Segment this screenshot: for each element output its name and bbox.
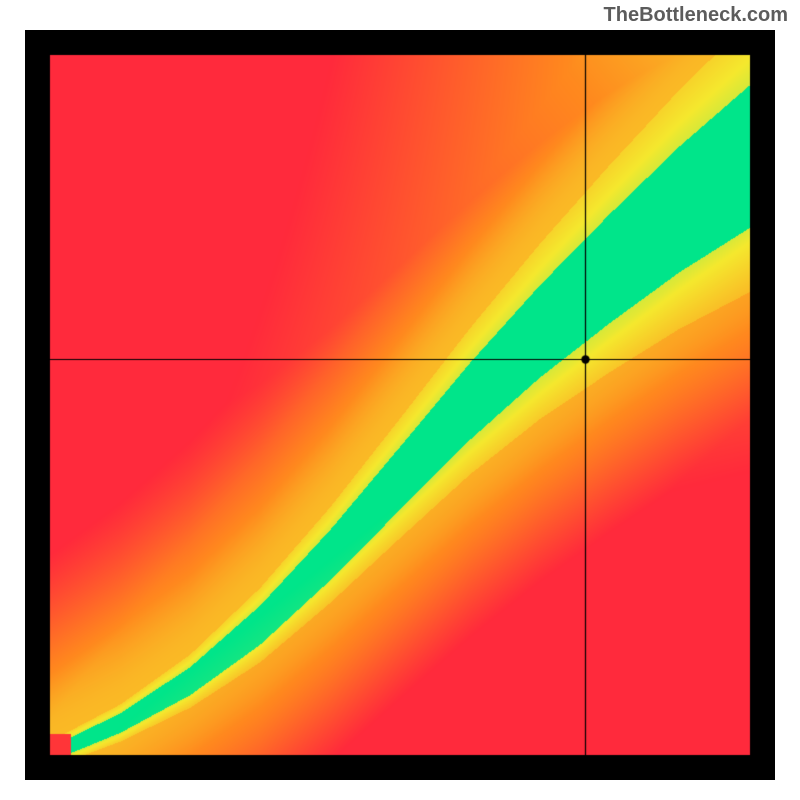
chart-frame xyxy=(25,30,775,780)
attribution-text: TheBottleneck.com xyxy=(604,4,788,27)
heatmap-canvas xyxy=(25,30,775,780)
root: TheBottleneck.com xyxy=(0,0,800,800)
